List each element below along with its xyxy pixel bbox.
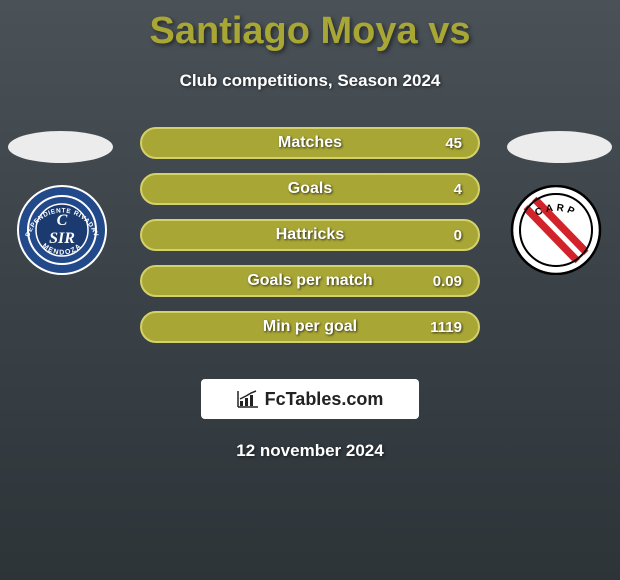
player-avatar-right bbox=[507, 131, 612, 163]
club-badge-left: INDEPENDIENTE RIVADAVIA MENDOZA C SIR bbox=[14, 185, 114, 275]
stat-value: 1119 bbox=[430, 319, 462, 336]
comparison-content: INDEPENDIENTE RIVADAVIA MENDOZA C SIR bbox=[0, 127, 620, 357]
stat-label: Hattricks bbox=[276, 226, 344, 244]
brand-text: FcTables.com bbox=[265, 389, 384, 410]
stat-label: Matches bbox=[278, 134, 342, 152]
stat-label: Min per goal bbox=[263, 318, 357, 336]
subtitle: Club competitions, Season 2024 bbox=[0, 71, 620, 91]
stat-label: Goals bbox=[288, 180, 332, 198]
stat-value: 45 bbox=[445, 135, 462, 152]
stat-bar-matches: Matches 45 bbox=[140, 127, 480, 159]
stat-bar-hattricks: Hattricks 0 bbox=[140, 219, 480, 251]
stat-bar-mpg: Min per goal 1119 bbox=[140, 311, 480, 343]
stat-bar-gpm: Goals per match 0.09 bbox=[140, 265, 480, 297]
brand-logo: FcTables.com bbox=[201, 379, 419, 419]
stat-value: 0 bbox=[454, 227, 462, 244]
player-avatar-left bbox=[8, 131, 113, 163]
stat-bars: Matches 45 Goals 4 Hattricks 0 Goals per… bbox=[140, 127, 480, 343]
svg-text:SIR: SIR bbox=[49, 230, 75, 247]
svg-text:C: C bbox=[57, 212, 68, 229]
chart-icon bbox=[237, 390, 259, 408]
stat-label: Goals per match bbox=[247, 272, 372, 290]
stat-value: 4 bbox=[454, 181, 462, 198]
club-badge-right: CARP bbox=[506, 185, 606, 275]
date-text: 12 november 2024 bbox=[0, 441, 620, 461]
page-title: Santiago Moya vs bbox=[0, 0, 620, 53]
stat-bar-goals: Goals 4 bbox=[140, 173, 480, 205]
stat-value: 0.09 bbox=[433, 273, 462, 290]
